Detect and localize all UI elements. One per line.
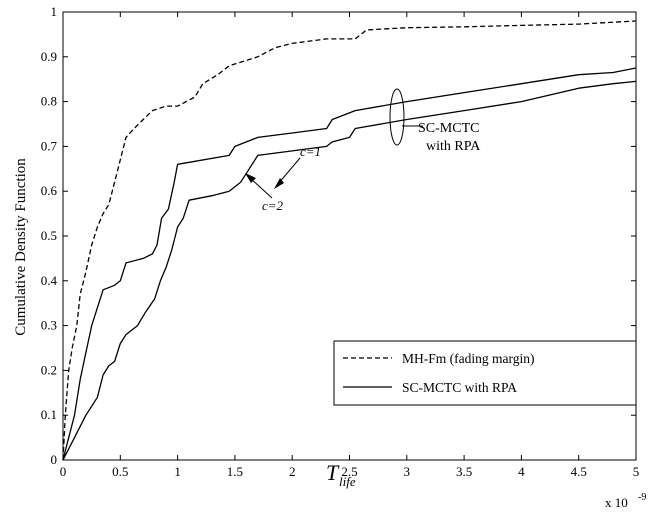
x-tick-label: 4 [518,464,525,479]
group-label-line1: SC-MCTC [418,121,479,136]
y-tick-label: 1 [51,4,58,19]
x-multiplier-exp: -9 [638,492,646,503]
group-label-line2: with RPA [426,139,481,154]
annotations: c=1 c=2 SC-MCTC with RPA [245,88,481,213]
legend: MH-Fm (fading margin) SC-MCTC with RPA [333,340,637,406]
c1-arrow [277,157,301,185]
y-tick-label: 0.6 [41,183,58,198]
x-tick-label: 1 [174,464,181,479]
y-tick-label: 0.2 [41,362,57,377]
axes: 0 0.5 1 1.5 2 2.5 3 3.5 4 4.5 5 0 0.1 0.2 0.3 0.4 0.5 0.6… [41,4,640,479]
x-multiplier-base: x 10 [605,495,628,510]
y-tick-label: 0.4 [41,273,58,288]
x-tick-label: 4.5 [571,464,587,479]
x-multiplier: x 10 -9 [605,492,646,510]
x-tick-label: 1.5 [227,464,243,479]
y-tick-label: 0.3 [41,318,57,333]
x-tick-label: 5 [633,464,640,479]
legend-label-series-1: MH-Fm (fading margin) [402,351,534,366]
x-axis-label-sub: life [339,474,356,489]
c1-label: c=1 [300,144,321,159]
x-tick-label: 0.5 [112,464,128,479]
x-tick-label: 3 [404,464,411,479]
x-tick-label: 0 [60,464,67,479]
x-axis-label: T life [326,460,356,489]
x-axis-label-main: T [326,460,340,485]
y-tick-label: 0 [51,452,58,467]
y-axis-label: Cumulative Density Function [13,158,29,336]
c2-label: c=2 [262,198,284,213]
y-tick-label: 0.7 [41,138,58,153]
x-tick-label: 2.5 [341,464,357,479]
series-line-3 [62,80,637,461]
series-line-2 [62,67,637,461]
x-tick-label: 3.5 [456,464,472,479]
legend-label-series-2: SC-MCTC with RPA [402,380,517,395]
y-tick-label: 0.8 [41,94,57,109]
y-tick-label: 0.1 [41,407,57,422]
y-tick-label: 0.5 [41,228,57,243]
x-tick-label: 2 [289,464,296,479]
series-line-1 [62,20,637,461]
legend-box [333,340,637,406]
c2-arrowhead [245,173,256,183]
y-tick-label: 0.9 [41,49,57,64]
group-ellipse [389,88,405,146]
series-layer [62,20,637,461]
c1-arrowhead [274,178,284,189]
